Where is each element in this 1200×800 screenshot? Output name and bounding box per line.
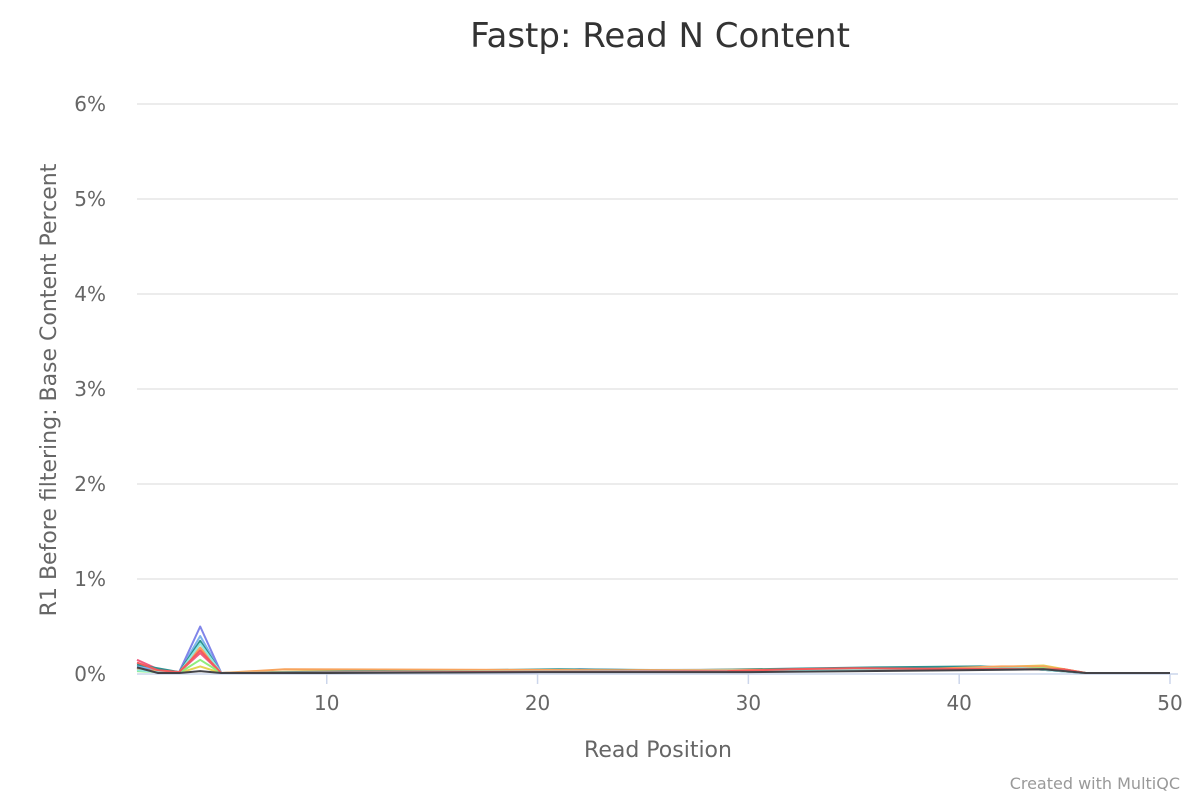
y-axis-title: R1 Before filtering: Base Content Percen… <box>37 163 62 616</box>
x-tick-label: 50 <box>1157 691 1182 715</box>
y-tick-label: 5% <box>74 187 106 211</box>
y-tick-label: 1% <box>74 567 106 591</box>
y-tick-label: 4% <box>74 282 106 306</box>
series-line-10[interactable] <box>136 666 1170 674</box>
x-tick-label: 20 <box>525 691 550 715</box>
x-tick-label: 10 <box>314 691 339 715</box>
y-axis-ticks: 0% 1% 2% 3% 4% 5% 6% <box>74 92 106 686</box>
chart-title: Fastp: Read N Content <box>470 16 850 56</box>
y-tick-label: 3% <box>74 377 106 401</box>
x-axis: 10 20 30 40 50 <box>137 673 1183 715</box>
y-tick-label: 2% <box>74 472 106 496</box>
x-tick-label: 30 <box>736 691 761 715</box>
credit-text[interactable]: Created with MultiQC <box>1010 774 1180 793</box>
y-tick-label: 0% <box>74 662 106 686</box>
plot-area <box>136 625 1170 674</box>
y-tick-label: 6% <box>74 92 106 116</box>
x-tick-label: 40 <box>946 691 971 715</box>
grid <box>137 103 1178 580</box>
x-axis-title: Read Position <box>584 738 732 763</box>
